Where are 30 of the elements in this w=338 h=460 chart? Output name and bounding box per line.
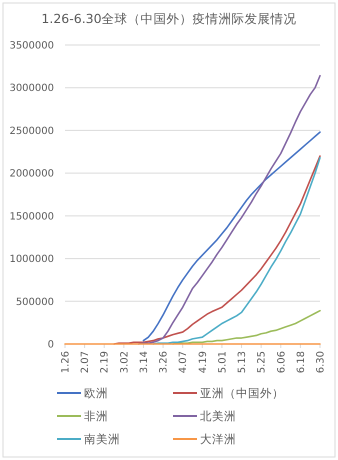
y-tick-label: 1000000 xyxy=(9,254,54,266)
x-tick-label: 3.02 xyxy=(119,351,130,374)
x-tick-label: 3.26 xyxy=(158,351,170,374)
chart-title: 1.26-6.30全球（中国外）疫情洲际发展情况 xyxy=(41,11,297,26)
y-tick-label: 2000000 xyxy=(9,168,54,180)
legend-label: 北美洲 xyxy=(200,409,236,424)
y-tick-label: 500000 xyxy=(16,296,54,308)
legend-label: 欧洲 xyxy=(84,386,108,400)
y-tick-label: 3500000 xyxy=(9,40,54,52)
x-tick-label: 6.06 xyxy=(276,351,288,374)
y-tick-label: 3000000 xyxy=(9,83,54,94)
x-tick-label: 5.25 xyxy=(256,351,268,374)
legend-label: 大洋洲 xyxy=(200,432,236,446)
y-tick-label: 2500000 xyxy=(9,126,54,137)
line-series xyxy=(142,131,321,342)
x-tick-label: 6.30 xyxy=(316,351,326,374)
x-tick-label: 3.14 xyxy=(138,351,150,374)
x-tick-label: 2.07 xyxy=(80,351,92,374)
legend-label: 非洲 xyxy=(84,409,108,424)
x-tick-label: 4.07 xyxy=(178,351,190,374)
y-tick-label: 1500000 xyxy=(9,211,54,222)
x-tick-label: 1.26 xyxy=(60,351,72,374)
x-tick-label: 6.18 xyxy=(296,351,307,374)
x-tick-label: 5.01 xyxy=(217,351,228,374)
legend-label: 南美洲 xyxy=(84,432,120,446)
x-tick-label: 4.19 xyxy=(198,351,209,374)
x-tick-label: 2.19 xyxy=(100,351,111,374)
legend-label: 亚洲（中国外） xyxy=(200,386,284,400)
y-tick-label: 0 xyxy=(48,340,54,350)
x-tick-label: 5.13 xyxy=(237,351,248,374)
